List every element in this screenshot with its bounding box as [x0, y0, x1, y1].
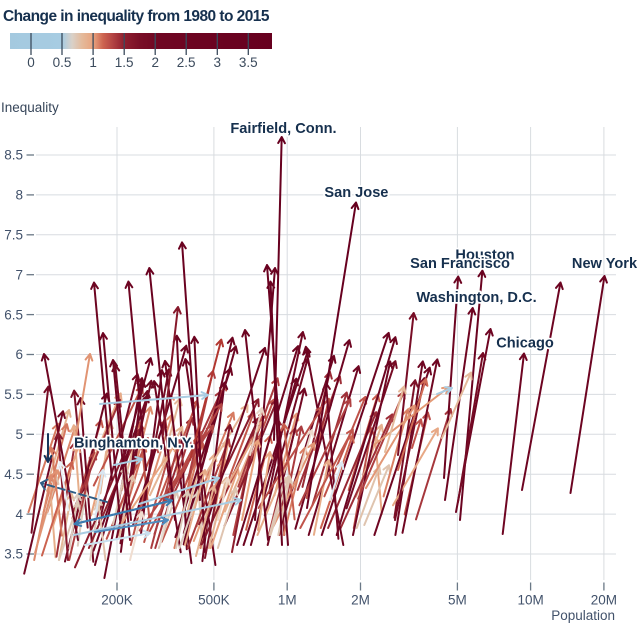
svg-text:4.5: 4.5 [4, 467, 23, 482]
svg-text:6: 6 [15, 347, 23, 362]
svg-text:8.5: 8.5 [4, 148, 23, 163]
svg-text:500K: 500K [198, 593, 230, 608]
svg-text:Binghamton, N.Y.: Binghamton, N.Y. [74, 436, 194, 452]
svg-text:Inequality: Inequality [1, 100, 59, 115]
svg-text:1M: 1M [278, 593, 297, 608]
svg-text:San Jose: San Jose [324, 185, 388, 201]
svg-text:Fairfield, Conn.: Fairfield, Conn. [230, 121, 336, 137]
svg-text:Chicago: Chicago [496, 336, 554, 352]
svg-text:7.5: 7.5 [4, 228, 23, 243]
svg-text:3: 3 [214, 55, 222, 70]
svg-text:San Francisco: San Francisco [410, 256, 510, 272]
svg-text:5: 5 [15, 427, 23, 442]
svg-text:Washington, D.C.: Washington, D.C. [416, 290, 536, 306]
svg-text:0.5: 0.5 [53, 55, 72, 70]
svg-text:Change in inequality from 1980: Change in inequality from 1980 to 2015 [3, 8, 270, 25]
svg-text:2.5: 2.5 [177, 55, 196, 70]
svg-text:0: 0 [27, 55, 35, 70]
svg-text:6.5: 6.5 [4, 307, 23, 322]
svg-text:2M: 2M [351, 593, 370, 608]
svg-text:4: 4 [15, 507, 23, 522]
svg-text:10M: 10M [517, 593, 543, 608]
svg-text:8: 8 [15, 188, 23, 203]
svg-text:New York: New York [572, 256, 638, 272]
svg-text:200K: 200K [101, 593, 133, 608]
svg-text:2: 2 [151, 55, 159, 70]
svg-text:1.5: 1.5 [115, 55, 134, 70]
svg-text:Houston: Houston [455, 248, 514, 264]
svg-text:7: 7 [15, 267, 23, 282]
svg-text:20M: 20M [591, 593, 617, 608]
svg-text:Population: Population [551, 608, 615, 623]
svg-text:1: 1 [89, 55, 97, 70]
svg-text:5.5: 5.5 [4, 387, 23, 402]
svg-text:5M: 5M [448, 593, 467, 608]
svg-text:3.5: 3.5 [239, 55, 258, 70]
svg-text:3.5: 3.5 [4, 547, 23, 562]
